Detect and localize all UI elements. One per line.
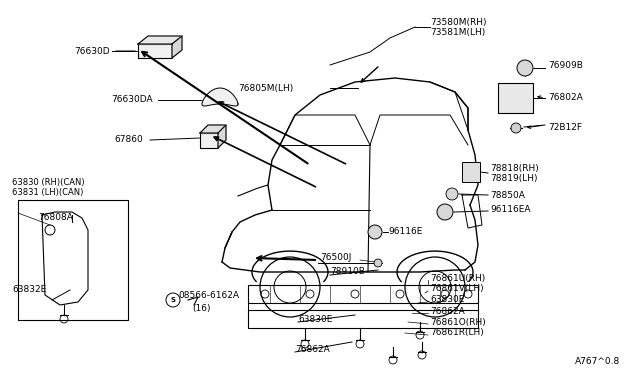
Text: 63830E: 63830E bbox=[430, 295, 465, 305]
Text: 76500J: 76500J bbox=[320, 253, 351, 263]
Text: 78850A: 78850A bbox=[490, 190, 525, 199]
Text: S: S bbox=[170, 297, 175, 303]
Polygon shape bbox=[138, 36, 182, 44]
Text: 76861O(RH): 76861O(RH) bbox=[430, 317, 486, 327]
Bar bbox=[248, 285, 478, 303]
Text: 78818(RH): 78818(RH) bbox=[490, 164, 539, 173]
Circle shape bbox=[437, 204, 453, 220]
Polygon shape bbox=[218, 125, 226, 148]
Circle shape bbox=[511, 123, 521, 133]
Text: 76805M(LH): 76805M(LH) bbox=[238, 84, 293, 93]
Circle shape bbox=[368, 225, 382, 239]
Circle shape bbox=[446, 188, 458, 200]
Bar bbox=[498, 83, 533, 113]
Text: 08566-6162A: 08566-6162A bbox=[178, 291, 239, 299]
Bar bbox=[462, 162, 480, 182]
Text: 72B12F: 72B12F bbox=[548, 122, 582, 131]
Polygon shape bbox=[200, 125, 226, 133]
Text: 63831 (LH)(CAN): 63831 (LH)(CAN) bbox=[12, 189, 83, 198]
Polygon shape bbox=[200, 133, 218, 148]
Text: 76808A: 76808A bbox=[38, 214, 73, 222]
Text: 63832E: 63832E bbox=[12, 285, 46, 295]
Text: 76862A: 76862A bbox=[295, 346, 330, 355]
Text: 76861U(RH): 76861U(RH) bbox=[430, 273, 485, 282]
Text: 63830 (RH)(CAN): 63830 (RH)(CAN) bbox=[12, 179, 84, 187]
Text: 67860: 67860 bbox=[115, 135, 143, 144]
Text: 73581M(LH): 73581M(LH) bbox=[430, 29, 485, 38]
Text: 73580M(RH): 73580M(RH) bbox=[430, 17, 486, 26]
Circle shape bbox=[517, 60, 533, 76]
Polygon shape bbox=[172, 36, 182, 58]
Text: 76861V(LH): 76861V(LH) bbox=[430, 285, 484, 294]
Text: 78819(LH): 78819(LH) bbox=[490, 173, 538, 183]
Text: 76630DA: 76630DA bbox=[111, 96, 153, 105]
Bar bbox=[248, 310, 478, 328]
Text: 96116E: 96116E bbox=[388, 228, 422, 237]
Text: 76862A: 76862A bbox=[430, 307, 465, 315]
Text: A767^0.8: A767^0.8 bbox=[575, 357, 620, 366]
Text: 63830E: 63830E bbox=[298, 315, 332, 324]
Circle shape bbox=[374, 259, 382, 267]
Text: 76630D: 76630D bbox=[74, 46, 110, 55]
Text: 76909B: 76909B bbox=[548, 61, 583, 70]
Text: 76802A: 76802A bbox=[548, 93, 583, 103]
Text: (16): (16) bbox=[192, 304, 211, 312]
Text: 76861R(LH): 76861R(LH) bbox=[430, 328, 484, 337]
Bar bbox=[18, 200, 128, 320]
Text: 78910B: 78910B bbox=[330, 267, 365, 276]
Polygon shape bbox=[138, 44, 172, 58]
Polygon shape bbox=[202, 88, 238, 106]
Text: 96116EA: 96116EA bbox=[490, 205, 531, 215]
